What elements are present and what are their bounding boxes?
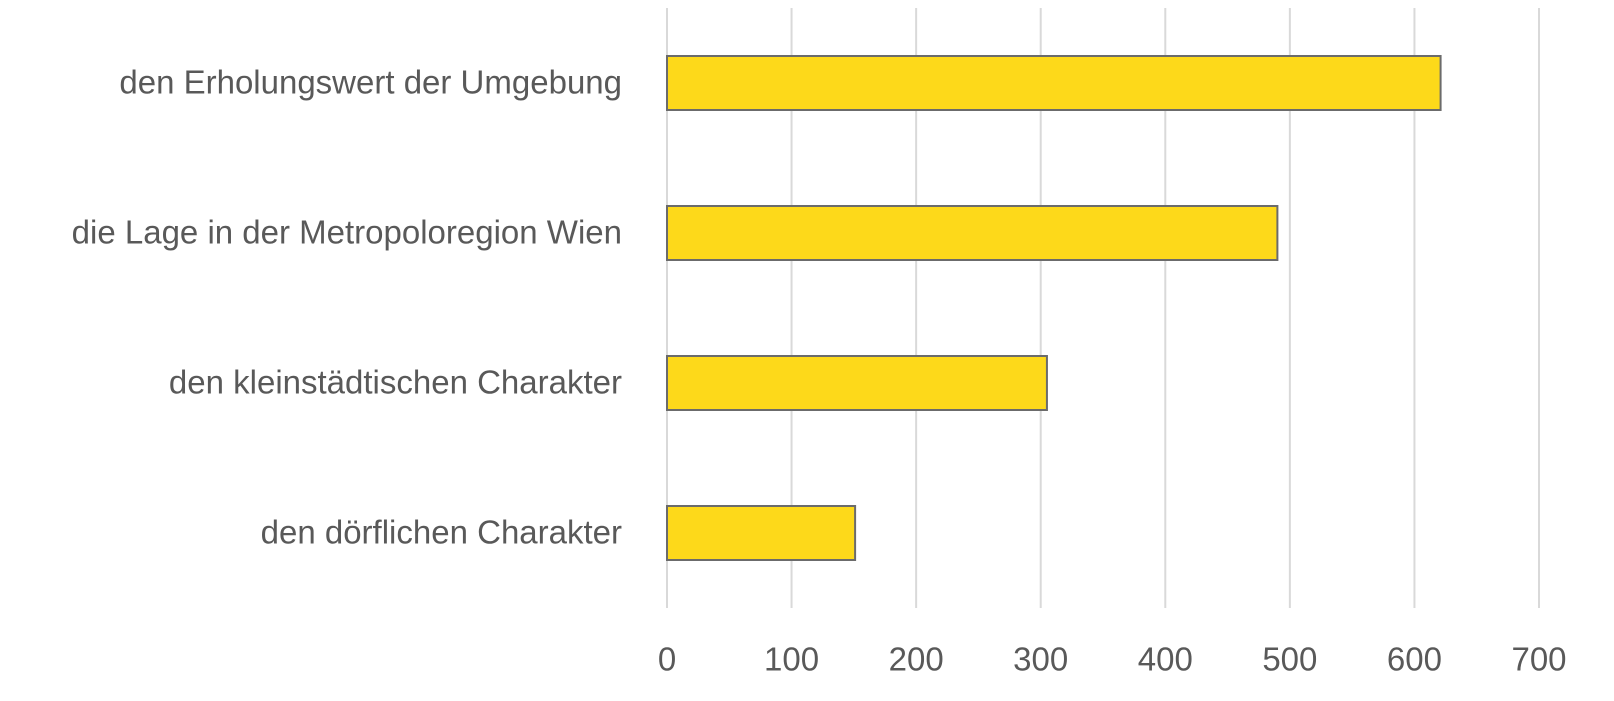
x-tick-label: 0 [658,641,676,678]
bar [666,55,1442,111]
bar [666,205,1279,261]
x-tick-label: 500 [1262,641,1317,678]
x-tick-label: 400 [1138,641,1193,678]
x-tick-label: 300 [1013,641,1068,678]
x-tick-label: 600 [1387,641,1442,678]
y-tick-label: den kleinstädtischen Charakter [169,364,622,401]
x-tick-label: 700 [1511,641,1566,678]
y-tick-label: den Erholungswert der Umgebung [119,64,622,101]
y-tick-label: den dörflichen Charakter [261,514,622,551]
y-tick-label: die Lage in der Metropoloregion Wien [72,214,622,251]
bar [666,505,857,561]
x-tick-label: 200 [889,641,944,678]
x-tick-label: 100 [764,641,819,678]
bar [666,355,1048,411]
